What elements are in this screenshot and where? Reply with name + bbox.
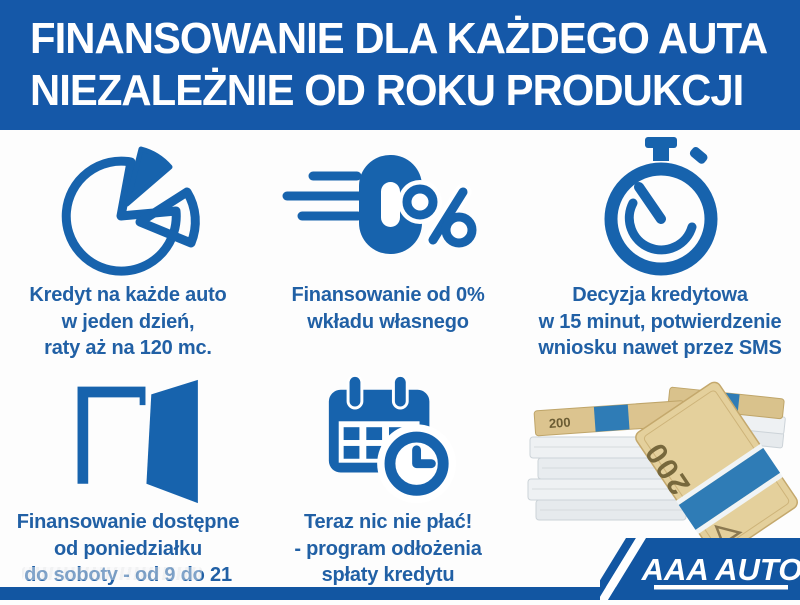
money-photo: 200 200 (527, 381, 798, 549)
zero-percent-graphic (282, 154, 476, 254)
feature-loan: Kredyt na każde auto w jeden dzień, raty… (0, 130, 256, 375)
feature-caption: Finansowanie od 0% wkładu własnego (291, 284, 485, 333)
feature-payment-deferral: Teraz nic nie płać! - program odłożenia … (256, 374, 520, 587)
feature-grid: Kredyt na każde auto w jeden dzień, raty… (0, 130, 800, 587)
feature-caption: Teraz nic nie płać! - program odłożenia … (294, 511, 482, 587)
stopwatch-graphic (604, 137, 718, 276)
feature-caption: Finansowanie dostępne od poniedziałku do… (16, 511, 240, 587)
banknote-bundle-front: 200 (635, 381, 798, 549)
stopwatch-icon (591, 130, 729, 280)
feature-credit-decision: Decyzja kredytowa w 15 minut, potwierdze… (520, 130, 800, 375)
zero-percent-icon (281, 130, 496, 280)
header-title-line1: FINANSOWANIE DLA KAŻDEGO AUTA (30, 14, 768, 63)
calendar-clock-graphic (328, 374, 457, 504)
feature-caption: Decyzja kredytowa w 15 minut, potwierdze… (538, 284, 782, 360)
watermark (22, 567, 202, 580)
header-title-line2: NIEZALEŻNIE OD ROKU PRODUKCJI (30, 66, 744, 115)
open-door-graphic (77, 379, 198, 504)
pie-chart-graphic (61, 146, 200, 276)
open-door-icon (48, 375, 208, 507)
banknote-value-small: 200 (548, 414, 571, 430)
money-photo-cell: 200 200 (520, 375, 800, 587)
aaa-auto-logo-graphic: AAA AUTO (588, 538, 800, 600)
aaa-auto-logo: AAA AUTO (588, 538, 800, 600)
logo-text: AAA AUTO (641, 552, 800, 587)
feature-zero-percent: Finansowanie od 0% wkładu własnego (256, 130, 520, 375)
header-banner: FINANSOWANIE DLA KAŻDEGO AUTA NIEZALEŻNI… (0, 0, 800, 130)
pie-chart-icon (49, 130, 207, 280)
feature-availability: Finansowanie dostępne od poniedziałku do… (0, 375, 256, 587)
banknote-stack-left: 200 (527, 400, 689, 521)
feature-caption: Kredyt na każde auto w jeden dzień, raty… (29, 284, 227, 360)
calendar-clock-icon (313, 374, 463, 507)
